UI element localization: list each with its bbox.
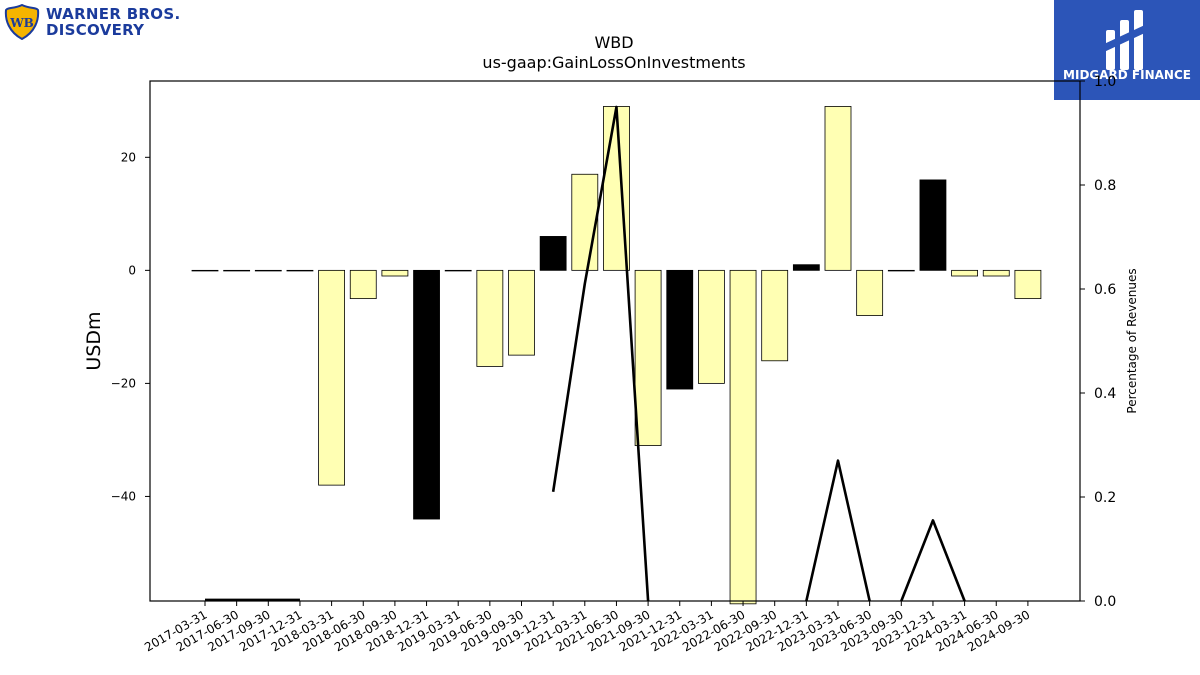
y2-tick-label: 0.6 — [1094, 282, 1116, 298]
bar-2023-06-30 — [856, 269, 884, 316]
y2-tick-label: 0.8 — [1094, 178, 1116, 194]
chart-title: WBD — [594, 33, 633, 52]
bar-2021-03-31 — [571, 173, 599, 271]
brand-line-1: WARNER BROS. — [46, 5, 181, 23]
bar-2018-09-30 — [381, 269, 409, 277]
line-layer — [205, 105, 966, 602]
bar-2017-03-31 — [191, 269, 219, 272]
warner-bros-discovery-logo: WB WARNER BROS. DISCOVERY — [4, 4, 180, 40]
wb-shield-icon: WB — [4, 4, 40, 40]
bar-2019-12-31 — [539, 236, 567, 271]
revenue-pct-line-segment-3 — [805, 459, 871, 602]
bar-2022-06-30 — [729, 269, 757, 605]
bar-2018-03-31 — [318, 269, 346, 486]
bar-2018-12-31 — [413, 269, 440, 520]
wb-shield-letters: WB — [9, 16, 34, 30]
brand-line-2: DISCOVERY — [46, 21, 145, 39]
plot-frame — [149, 80, 1081, 602]
bar-2022-12-31 — [792, 264, 820, 271]
bar-2019-06-30 — [476, 269, 504, 367]
bar-2021-09-30 — [634, 269, 662, 446]
y2-tick-label: 0.0 — [1094, 594, 1116, 610]
revenue-pct-line-segment-4 — [900, 519, 966, 602]
y2-tick-label: 0.4 — [1094, 386, 1116, 402]
bar-2023-12-31 — [919, 179, 947, 271]
revenue-pct-line-segment-2 — [551, 105, 650, 602]
y2-tick-label: 0.2 — [1094, 490, 1116, 506]
bar-2023-03-31 — [824, 106, 852, 271]
y2-tick-label: 1.0 — [1094, 74, 1116, 90]
bar-2024-03-31 — [951, 269, 978, 277]
y-tick-label: 20 — [121, 150, 136, 164]
bar-2024-06-30 — [982, 269, 1010, 277]
y-tick-label: 0 — [128, 263, 136, 277]
bar-2017-12-31 — [286, 269, 314, 272]
y-tick-label: −20 — [111, 376, 136, 390]
bar-2017-06-30 — [223, 269, 251, 272]
y-tick-label: −40 — [111, 489, 136, 503]
midgard-mark-icon — [1104, 10, 1147, 70]
bar-2023-09-30 — [887, 269, 915, 272]
x-axis: 2017-03-312017-06-302017-09-302017-12-31… — [142, 601, 1032, 654]
bar-2019-03-31 — [444, 269, 472, 272]
bar-2022-03-31 — [698, 269, 725, 384]
bar-2017-09-30 — [254, 269, 282, 272]
bar-2024-09-30 — [1014, 269, 1042, 300]
y2-axis: 0.0 0.2 0.4 0.6 0.8 1.0 — [1080, 74, 1116, 610]
midgard-finance-logo: MIDGARD FINANCE — [1054, 0, 1200, 100]
y2-axis-label: Percentage of Revenues — [1125, 268, 1139, 413]
y-axis-label: USDm — [83, 311, 105, 370]
midgard-finance-label: MIDGARD FINANCE — [1063, 68, 1191, 82]
chart-subtitle: us-gaap:GainLossOnInvestments — [482, 53, 745, 72]
bar-2021-12-31 — [666, 269, 694, 390]
y-axis: −40 −20 0 20 — [111, 150, 150, 503]
bar-2019-09-30 — [508, 269, 535, 356]
bar-2022-09-30 — [761, 269, 789, 362]
bar-2018-06-30 — [349, 269, 377, 300]
bars-group — [191, 106, 1042, 605]
